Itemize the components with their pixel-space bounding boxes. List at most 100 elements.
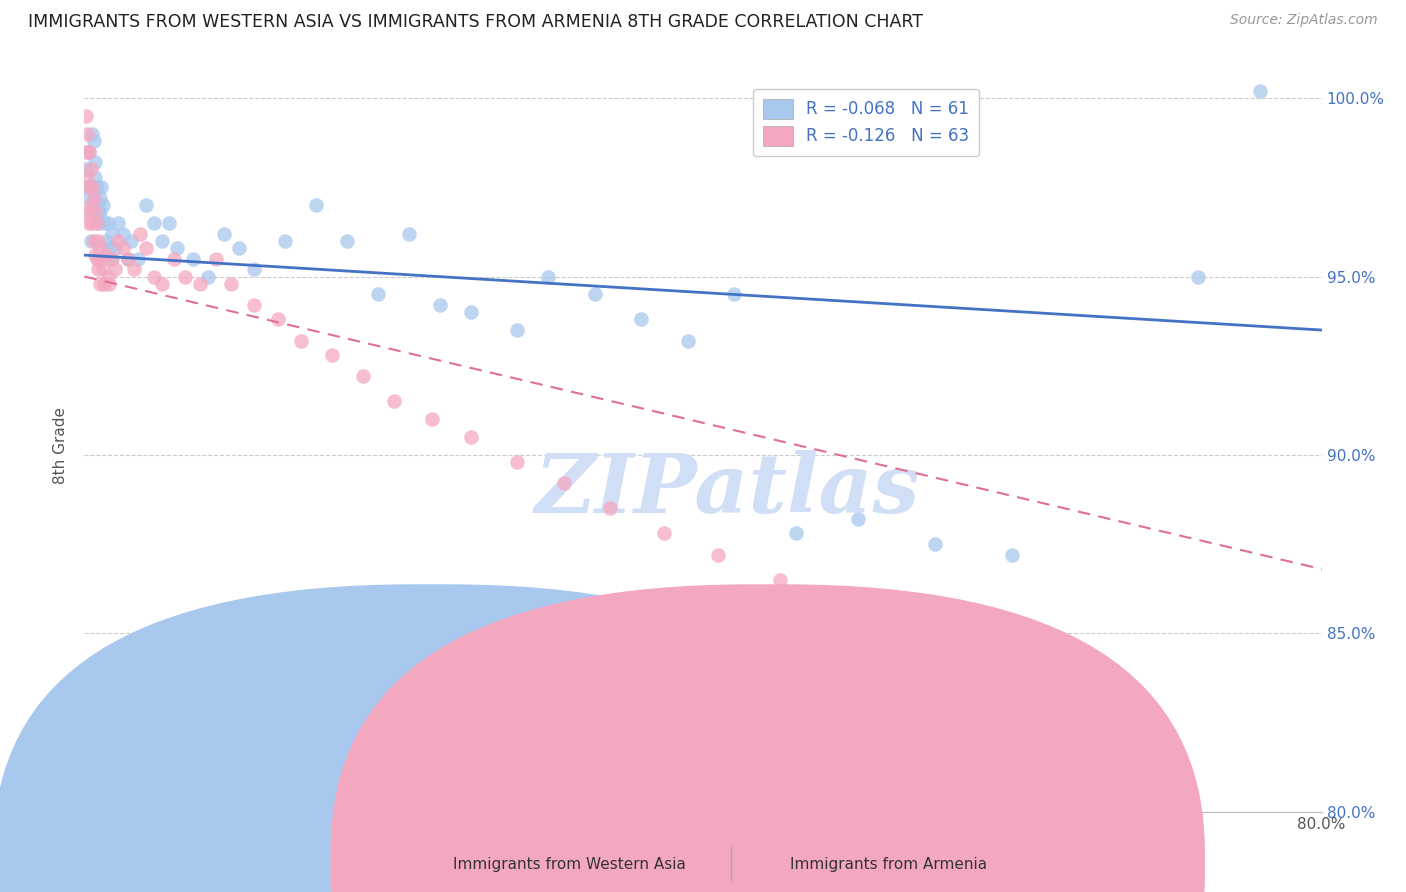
- Point: [893, 626, 915, 640]
- Point: [83, 234, 105, 248]
- Point: [82, 127, 104, 141]
- Point: [91, 262, 114, 277]
- Point: [1187, 269, 1209, 284]
- Point: [336, 234, 359, 248]
- Point: [135, 198, 157, 212]
- Point: [76, 169, 98, 184]
- Legend: R = -0.068   N = 61, R = -0.126   N = 63: R = -0.068 N = 61, R = -0.126 N = 63: [752, 88, 979, 156]
- Point: [93, 277, 115, 291]
- Point: [77, 145, 100, 159]
- Point: [243, 298, 266, 312]
- Point: [955, 655, 977, 669]
- Point: [129, 227, 152, 241]
- Point: [654, 526, 676, 541]
- Point: [120, 234, 142, 248]
- Point: [89, 191, 111, 205]
- Point: [1001, 548, 1024, 562]
- Point: [86, 180, 108, 194]
- Point: [1140, 733, 1163, 747]
- Point: [86, 198, 108, 212]
- Point: [112, 227, 135, 241]
- Point: [112, 241, 135, 255]
- Point: [93, 216, 115, 230]
- Point: [75, 162, 97, 177]
- Point: [769, 573, 792, 587]
- Point: [321, 348, 343, 362]
- Point: [117, 252, 139, 266]
- Point: [188, 277, 212, 291]
- Point: [87, 205, 110, 219]
- Point: [274, 234, 297, 248]
- Point: [84, 248, 107, 262]
- Point: [398, 227, 420, 241]
- Point: [86, 216, 108, 230]
- Y-axis label: 8th Grade: 8th Grade: [53, 408, 69, 484]
- Point: [91, 198, 114, 212]
- Point: [84, 155, 107, 169]
- Point: [75, 145, 97, 159]
- Point: [101, 252, 124, 266]
- Point: [107, 234, 129, 248]
- Point: [723, 287, 745, 301]
- Point: [128, 252, 150, 266]
- Point: [100, 252, 122, 266]
- Point: [84, 169, 107, 184]
- Point: [150, 234, 173, 248]
- Point: [429, 298, 451, 312]
- Point: [382, 394, 405, 409]
- Point: [122, 262, 145, 277]
- Point: [267, 312, 290, 326]
- Point: [676, 334, 699, 348]
- Point: [101, 227, 124, 241]
- Point: [583, 287, 606, 301]
- Point: [79, 234, 101, 248]
- Point: [83, 191, 105, 205]
- Point: [290, 334, 312, 348]
- Point: [212, 227, 235, 241]
- Point: [77, 145, 100, 159]
- Text: Source: ZipAtlas.com: Source: ZipAtlas.com: [1230, 13, 1378, 28]
- Point: [221, 277, 243, 291]
- Point: [94, 248, 117, 262]
- Point: [707, 548, 730, 562]
- Point: [630, 312, 652, 326]
- Point: [79, 162, 101, 177]
- Point: [174, 269, 197, 284]
- Point: [83, 191, 105, 205]
- Point: [82, 180, 104, 194]
- Text: Immigrants from Western Asia: Immigrants from Western Asia: [453, 857, 686, 871]
- Text: IMMIGRANTS FROM WESTERN ASIA VS IMMIGRANTS FROM ARMENIA 8TH GRADE CORRELATION CH: IMMIGRANTS FROM WESTERN ASIA VS IMMIGRAN…: [28, 13, 924, 31]
- Point: [87, 234, 110, 248]
- Point: [506, 323, 529, 337]
- Point: [77, 216, 100, 230]
- Point: [159, 216, 181, 230]
- Point: [107, 216, 129, 230]
- Point: [86, 252, 108, 266]
- Point: [98, 277, 121, 291]
- Point: [82, 180, 104, 194]
- Point: [98, 241, 121, 255]
- Point: [87, 262, 110, 277]
- Point: [150, 277, 173, 291]
- Point: [163, 252, 186, 266]
- Point: [1078, 705, 1101, 719]
- Point: [846, 512, 869, 526]
- Point: [75, 109, 97, 123]
- Point: [104, 262, 127, 277]
- Point: [97, 216, 120, 230]
- Point: [506, 455, 529, 469]
- Point: [76, 180, 98, 194]
- Point: [77, 180, 100, 194]
- Text: Immigrants from Armenia: Immigrants from Armenia: [790, 857, 987, 871]
- Point: [87, 216, 110, 230]
- Point: [79, 198, 101, 212]
- Point: [94, 234, 117, 248]
- Point: [143, 269, 166, 284]
- Point: [82, 216, 104, 230]
- Point: [89, 241, 111, 255]
- Point: [352, 369, 374, 384]
- Point: [1249, 84, 1271, 98]
- Point: [785, 526, 807, 541]
- Point: [460, 305, 482, 319]
- Point: [243, 262, 266, 277]
